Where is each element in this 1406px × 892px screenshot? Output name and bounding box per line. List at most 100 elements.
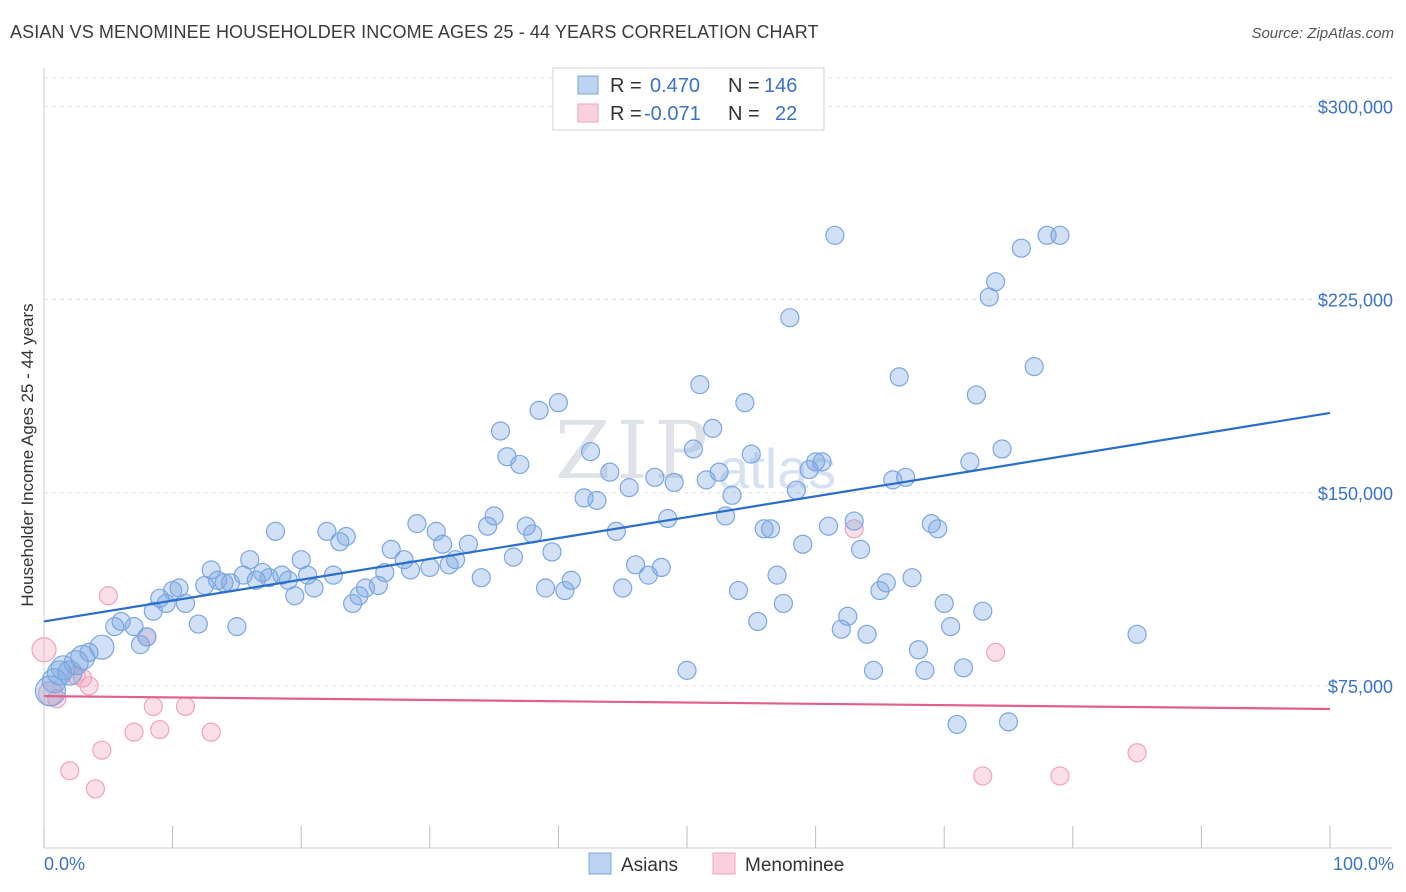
asian-point [201, 560, 221, 580]
asian-point [111, 611, 131, 632]
asian-point [1024, 357, 1044, 377]
asian-point [587, 490, 607, 511]
asian-point [619, 478, 639, 498]
bottom-legend-swatch-menominee [712, 852, 736, 875]
asian-point [889, 367, 909, 387]
asian-point [876, 573, 896, 593]
legend-n-value-asian: 146 [764, 75, 797, 97]
asian-point [709, 462, 729, 482]
legend-swatch-menominee [577, 103, 599, 123]
asian-point [953, 658, 974, 678]
x-tick-label-min: 0.0% [44, 854, 85, 874]
y-tick-label: $300,000 [1318, 98, 1393, 118]
asian-point [529, 400, 549, 420]
legend: R = 0.470 N = 146 R = -0.071 N = 22 [552, 67, 825, 131]
menominee-point [973, 766, 993, 786]
asian-point [986, 272, 1006, 292]
asian-point [265, 521, 286, 541]
asian-point [902, 568, 922, 588]
legend-n-label-asian: N = [728, 75, 760, 97]
asian-point [748, 611, 768, 632]
asian-point [908, 640, 929, 660]
asian-point [664, 472, 684, 493]
asian-point [793, 534, 813, 554]
asian-point [928, 519, 948, 539]
asian-point [240, 550, 260, 570]
legend-n-label-menominee: N = [728, 103, 760, 125]
menominee-point [85, 779, 106, 799]
trend-lines [43, 411, 1331, 711]
asian-point [735, 393, 755, 413]
menominee-point [31, 637, 57, 663]
asian-point [915, 660, 935, 680]
asian-point [41, 668, 67, 694]
asian-point [677, 660, 697, 680]
asian-trend-line [43, 411, 1331, 623]
menominee-point [844, 519, 864, 539]
menominee-point [60, 761, 80, 781]
asian-point [253, 562, 273, 583]
menominee-point [201, 722, 221, 742]
asian-point [490, 421, 511, 441]
asian-point [330, 532, 350, 552]
asian-point [863, 660, 884, 680]
x-tick-label-max: 100.0% [1333, 854, 1394, 874]
asian-point [818, 516, 839, 536]
asian-point [548, 393, 569, 413]
asian-point [728, 580, 749, 601]
asian-point [317, 521, 337, 541]
asian-point [272, 565, 292, 585]
source-label: Source: ZipAtlas.com [1251, 25, 1394, 42]
asian-point [966, 385, 986, 405]
asian-point [645, 467, 665, 487]
asian-point [510, 454, 530, 475]
menominee-point [986, 642, 1006, 662]
gridlines [44, 77, 1392, 687]
asian-point [188, 614, 208, 634]
asian-point [137, 627, 157, 647]
asian-point [651, 557, 671, 578]
legend-swatch-asian [577, 75, 599, 95]
bottom-legend: Asians Menominee [588, 852, 844, 876]
y-axis-title: Householder Income Ages 25 - 44 years [18, 303, 37, 606]
asian-point [960, 452, 980, 472]
menominee-point [1127, 743, 1147, 763]
asian-point [580, 441, 601, 462]
asian-point [105, 617, 125, 637]
menominee-point [1050, 766, 1070, 786]
asian-point [870, 580, 890, 601]
asian-point [760, 519, 781, 539]
menominee-point [47, 689, 67, 709]
y-tick-labels: $75,000 $150,000 $225,000 $300,000 [1318, 98, 1393, 697]
asian-point [812, 452, 832, 472]
menominee-point [98, 586, 118, 606]
asian-point [304, 578, 324, 598]
asian-point [683, 439, 704, 459]
menominee-points [31, 519, 1147, 799]
asian-point [381, 539, 401, 559]
menominee-point [150, 719, 170, 740]
asian-point [600, 462, 620, 482]
asian-point [703, 418, 723, 438]
asian-point [613, 578, 633, 598]
asian-point [471, 568, 491, 588]
asian-point [690, 375, 710, 395]
asian-point [947, 714, 967, 735]
asian-point [805, 452, 826, 472]
asian-point [606, 521, 626, 541]
asian-point [503, 547, 523, 567]
asian-point [130, 635, 151, 655]
asian-point [535, 578, 556, 598]
menominee-point [175, 696, 196, 717]
legend-r-label-asian: R = [610, 75, 642, 97]
asian-point [478, 516, 498, 536]
asian-point [484, 506, 504, 526]
asian-point [851, 539, 871, 559]
asian-point [420, 557, 440, 578]
asian-point [89, 634, 115, 660]
menominee-point [92, 740, 112, 760]
asian-point [722, 485, 742, 505]
asian-point [349, 586, 369, 606]
asian-point [741, 444, 761, 464]
asian-point [542, 542, 562, 562]
